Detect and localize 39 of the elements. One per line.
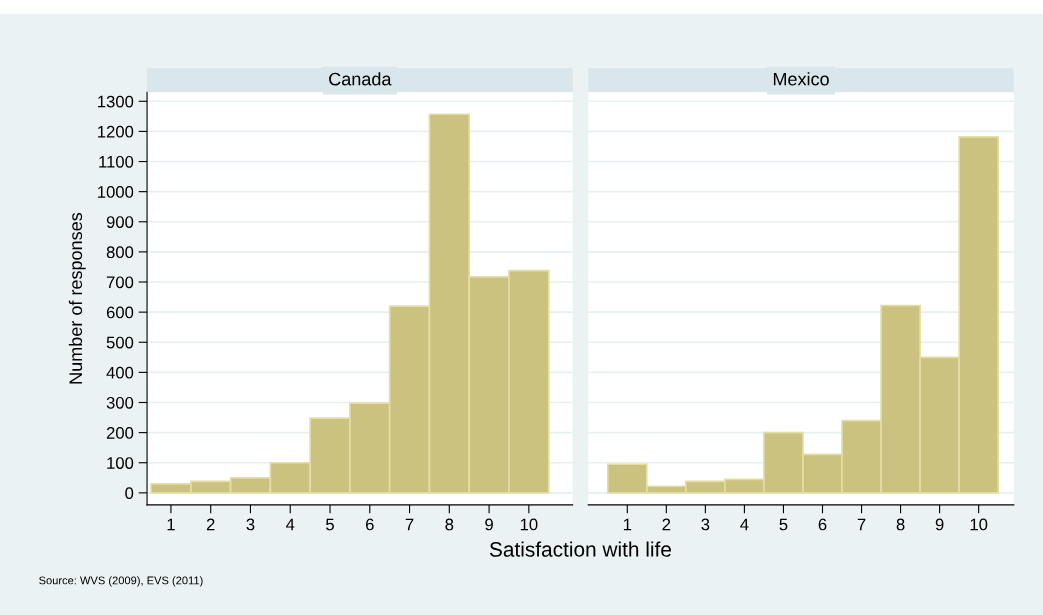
y-tick-label: 900 (106, 216, 134, 228)
x-tick-label: 5 (779, 518, 788, 531)
x-tick-label: 1 (167, 518, 175, 531)
y-tick-label: 500 (106, 336, 134, 349)
x-tick-label: 9 (485, 518, 493, 531)
x-tick-label: 6 (365, 518, 374, 531)
y-tick-label: 800 (106, 246, 134, 259)
y-tick-label: 700 (106, 276, 134, 289)
y-tick-label: 100 (107, 457, 134, 469)
y-tick-label: 1300 (98, 95, 134, 108)
y-tick-label: 1100 (99, 155, 134, 168)
y-tick-label: 1000 (98, 186, 134, 198)
chart-title: Mexico (773, 72, 829, 86)
source-note: Source: WVS (2009), EVS (2011) (39, 576, 203, 587)
x-tick-label: 3 (246, 518, 255, 531)
x-tick-label: 10 (520, 518, 538, 531)
x-tick-label: 8 (445, 518, 454, 531)
x-tick-label: 5 (326, 518, 334, 531)
y-tick-label: 200 (106, 427, 134, 439)
x-axis-title: Satisfaction with life (489, 541, 671, 557)
y-axis-title: Number of responses (68, 212, 86, 384)
chart-title: Canada (329, 72, 392, 86)
y-tick-label: 300 (106, 396, 134, 409)
x-tick-label: 8 (896, 518, 905, 531)
x-tick-label: 7 (857, 518, 866, 531)
x-tick-label: 6 (818, 518, 827, 531)
y-tick-label: 0 (125, 487, 134, 500)
x-tick-label: 4 (740, 518, 749, 531)
x-tick-label: 9 (935, 518, 944, 531)
x-tick-label: 1 (623, 518, 632, 531)
y-tick-label: 400 (106, 366, 134, 379)
x-tick-label: 2 (662, 518, 671, 531)
y-tick-label: 600 (106, 306, 134, 319)
x-tick-label: 2 (206, 518, 215, 531)
x-tick-label: 4 (285, 518, 295, 531)
y-tick-label: 1200 (98, 125, 134, 138)
x-tick-label: 3 (701, 518, 710, 531)
x-tick-label: 7 (405, 518, 414, 531)
x-tick-label: 10 (970, 518, 988, 531)
